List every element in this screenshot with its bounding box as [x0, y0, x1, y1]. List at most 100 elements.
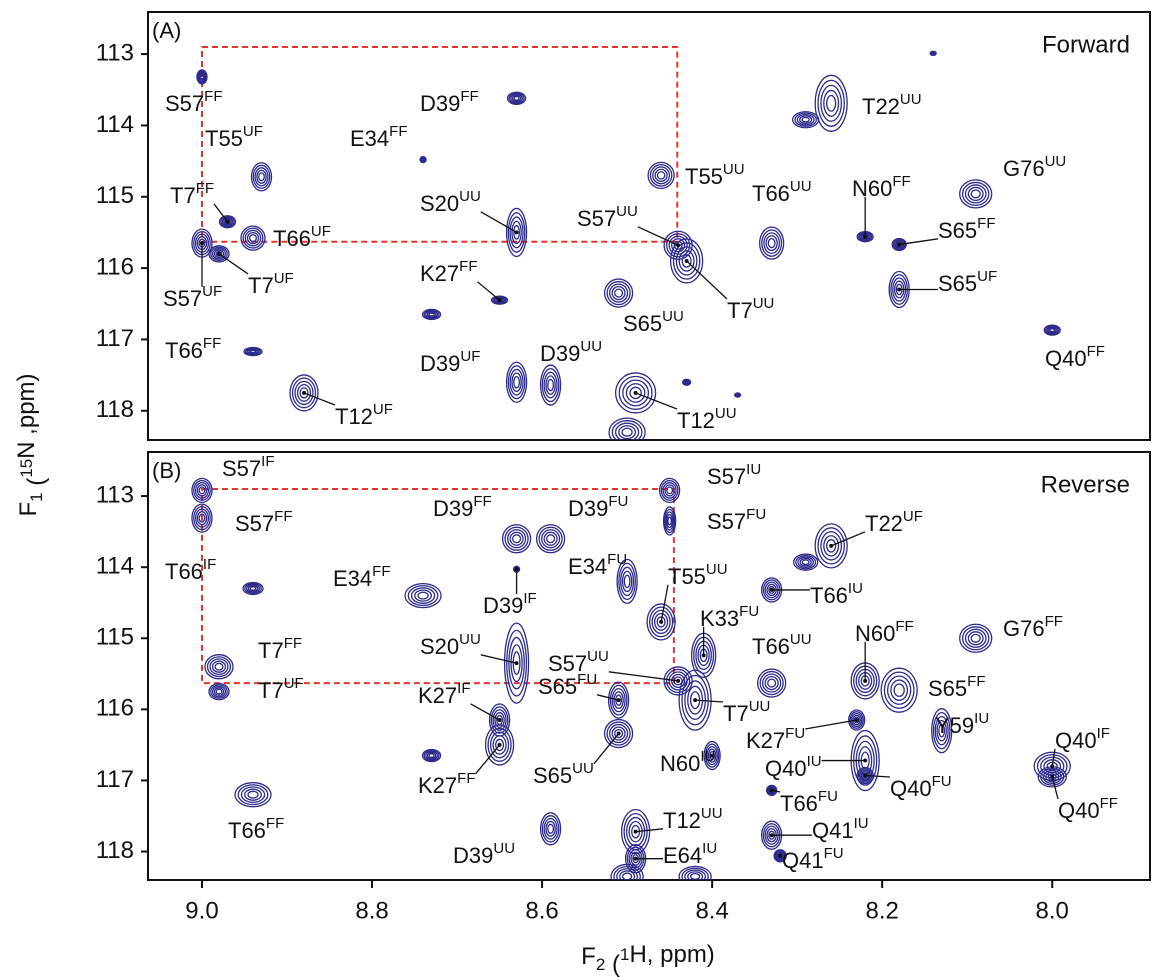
peak	[503, 525, 531, 553]
peak-state: UU	[1045, 153, 1067, 170]
leader-dot	[863, 759, 867, 763]
peak-name: T66	[780, 791, 818, 816]
peak-state: FF	[1045, 613, 1063, 630]
peak-name: Q40	[890, 776, 932, 801]
peak-state: UU	[587, 648, 609, 665]
peak-state: FF	[203, 335, 221, 352]
peak-label: Y59IU	[935, 710, 989, 738]
peak-label: T7FF	[170, 180, 214, 208]
peak-label: S57UU	[577, 203, 638, 231]
peak-label: Q40IF	[1055, 725, 1110, 753]
leader-dot	[863, 773, 867, 777]
peak-state: IF	[457, 680, 470, 697]
panel-title: Reverse	[1041, 471, 1130, 498]
peak-label: K33FU	[700, 603, 759, 631]
leader-dot	[302, 391, 306, 395]
peak-name: D39	[420, 351, 460, 376]
leader-dot	[498, 743, 502, 747]
peak	[209, 684, 229, 700]
peak-name: T12	[663, 808, 701, 833]
peak-name: S65	[938, 271, 977, 296]
peak-name: T7	[727, 298, 753, 323]
peak-state: UU	[790, 631, 812, 648]
y-tick-label: 113	[96, 481, 134, 508]
peak	[960, 624, 992, 652]
leader-dot	[770, 588, 774, 592]
peak-state: UF	[243, 123, 263, 140]
peak-state: FU	[577, 671, 597, 688]
leader-dot	[676, 243, 680, 247]
peak-name: Q41	[782, 848, 824, 873]
peak	[609, 418, 645, 446]
leader-dot	[498, 298, 502, 302]
peak-label: T66IF	[165, 556, 216, 584]
peak-state: FF	[473, 493, 491, 510]
peak-label: T66IU	[810, 580, 863, 608]
spectrum	[192, 47, 1060, 446]
peak-name: Q40	[765, 756, 807, 781]
peak	[664, 507, 676, 535]
peak	[537, 525, 565, 553]
peak	[760, 227, 784, 259]
peak-label: S65FU	[538, 671, 597, 699]
peak-state: UU	[701, 805, 723, 822]
peak	[1044, 325, 1060, 335]
peak-state: IU	[746, 461, 761, 478]
peak-name: T66	[810, 583, 848, 608]
y-tick-label: 116	[96, 695, 134, 722]
peak-state: FU	[932, 773, 952, 790]
peak-state: UF	[373, 401, 393, 418]
peak-state: FF	[460, 88, 478, 105]
peak-name: T12	[677, 408, 715, 433]
peak-label: T55UU	[685, 161, 745, 189]
peak-name: S57	[707, 509, 746, 534]
y-axis-label: F1 (15N ,ppm)	[13, 373, 50, 516]
peak-state: UU	[459, 631, 481, 648]
peak-state: UU	[616, 203, 638, 220]
peak	[683, 379, 691, 385]
peak-name: S65	[938, 218, 977, 243]
peak-state: FU	[608, 493, 628, 510]
peak-name: D39	[483, 593, 523, 618]
peak-state: IU	[848, 580, 863, 597]
peak-name: N60	[852, 176, 892, 201]
peak-label: T12UU	[677, 405, 737, 433]
peak-label: T66FF	[228, 815, 284, 843]
peak-name: T7	[170, 183, 196, 208]
peak-state: UF	[903, 508, 923, 525]
peak	[420, 157, 426, 163]
peak-label: K27IF	[418, 680, 471, 708]
peak-label: Q40FF	[1058, 795, 1118, 823]
peak	[735, 393, 741, 397]
peak-name: K27	[418, 683, 457, 708]
leader-line	[219, 254, 248, 274]
peak	[815, 75, 847, 131]
peak-state: FF	[895, 618, 913, 635]
leader-dot	[498, 718, 502, 722]
peak-label: E34FF	[333, 563, 390, 591]
peak-state: FF	[977, 215, 995, 232]
peak-name: K27	[420, 261, 459, 286]
peak-label: T22UF	[865, 508, 923, 536]
leader-dot	[770, 788, 774, 792]
peak-name: S65	[623, 311, 662, 336]
peak	[244, 348, 262, 356]
leader-dot	[710, 754, 714, 758]
peak-name: D39	[540, 341, 580, 366]
peak-label: S65UF	[938, 268, 997, 296]
peak-label: G76UU	[1003, 153, 1066, 181]
leader-dot	[634, 391, 638, 395]
peak-name: T66	[165, 338, 203, 363]
peak-label: N60FF	[855, 618, 914, 646]
y-tick-label: 117	[96, 325, 134, 352]
axis-label-part: (	[605, 951, 620, 978]
peak-name: T7	[258, 638, 284, 663]
leader-dot	[863, 679, 867, 683]
peak-label: T7UF	[248, 270, 294, 298]
axis-label-part: 1	[620, 945, 629, 964]
peak	[541, 365, 561, 405]
leader-line	[477, 282, 499, 300]
leader-line	[687, 261, 727, 299]
x-axis-label: F2 (1H, ppm)	[581, 941, 715, 978]
peak-label: D39FF	[420, 88, 479, 116]
